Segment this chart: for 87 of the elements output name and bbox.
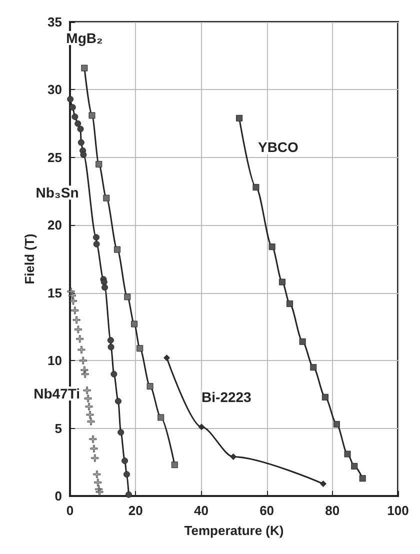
point (96, 488, 104, 496)
point (268, 244, 276, 250)
point (76, 335, 84, 343)
series-label: MgB₂ (66, 30, 103, 46)
point (171, 462, 178, 468)
point (236, 114, 242, 122)
y-tick-label: 30 (48, 82, 62, 98)
point (71, 306, 79, 314)
point (93, 470, 101, 478)
point (124, 471, 130, 478)
x-axis-title: Temperature (K) (184, 523, 284, 538)
point (72, 316, 80, 324)
point (136, 345, 144, 352)
point (344, 450, 351, 458)
point (89, 435, 97, 443)
point (70, 297, 78, 305)
point (72, 114, 78, 120)
point (87, 418, 95, 426)
point (278, 278, 286, 286)
series-label: Nb₃Sn (36, 184, 79, 201)
point (81, 64, 88, 72)
point (164, 354, 170, 362)
y-tick-label: 35 (48, 14, 62, 30)
point (299, 338, 306, 345)
point (81, 370, 89, 378)
point (230, 453, 237, 460)
x-tick-label: 20 (128, 503, 143, 518)
point (88, 112, 96, 119)
point (107, 337, 114, 344)
y-tick-label: 10 (48, 353, 62, 368)
point (96, 160, 102, 168)
y-tick-label: 25 (48, 150, 62, 165)
point (110, 370, 118, 378)
point (320, 480, 326, 488)
x-tick-label: 60 (260, 503, 274, 518)
point (90, 444, 98, 452)
point (310, 364, 317, 371)
y-tick-label: 20 (48, 218, 62, 233)
x-tick-label: 40 (194, 503, 208, 518)
point (198, 424, 205, 430)
point (114, 398, 122, 404)
y-tick-label: 15 (48, 285, 62, 300)
point (118, 429, 124, 436)
point (114, 246, 120, 253)
y-tick-label: 5 (54, 420, 62, 436)
x-tick-label: 100 (387, 503, 409, 518)
point (91, 454, 99, 462)
point (125, 491, 132, 498)
point (83, 386, 91, 394)
point (322, 394, 328, 400)
point (102, 284, 108, 291)
point (78, 346, 86, 354)
series-label: Nb47Ti (34, 385, 80, 402)
y-axis-title: Field (T) (22, 234, 37, 284)
y-tick-label: 0 (54, 488, 62, 504)
point (86, 410, 94, 418)
point (124, 294, 131, 300)
point (68, 292, 76, 300)
point (351, 462, 358, 470)
point (78, 139, 84, 146)
point (146, 383, 154, 390)
point (158, 414, 164, 421)
point (79, 356, 87, 364)
point (333, 420, 340, 428)
point (108, 344, 114, 350)
point (67, 96, 74, 102)
point (122, 458, 128, 464)
point (94, 478, 102, 486)
point (92, 234, 100, 241)
x-tick-label: 0 (66, 503, 74, 518)
point (93, 240, 100, 248)
point (131, 320, 138, 328)
point (77, 126, 84, 132)
point (103, 194, 110, 202)
point (69, 104, 76, 111)
point (100, 278, 108, 286)
point (74, 120, 82, 127)
point (85, 402, 93, 410)
x-tick-label: 80 (325, 503, 340, 518)
point (84, 394, 92, 402)
point (252, 184, 260, 190)
point (286, 300, 294, 307)
series-label: Bi-2223 (202, 388, 252, 405)
point (74, 326, 82, 334)
series-label: YBCO (258, 139, 299, 156)
point (80, 151, 87, 158)
point (359, 475, 366, 482)
